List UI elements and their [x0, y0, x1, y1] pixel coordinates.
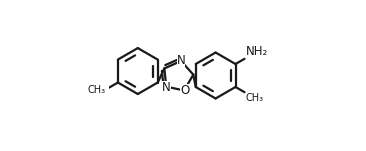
Text: O: O — [180, 84, 190, 97]
Text: CH₃: CH₃ — [87, 85, 106, 95]
Text: N: N — [162, 81, 171, 94]
Text: NH₂: NH₂ — [246, 45, 268, 58]
Text: N: N — [177, 54, 186, 67]
Text: CH₃: CH₃ — [246, 93, 264, 103]
